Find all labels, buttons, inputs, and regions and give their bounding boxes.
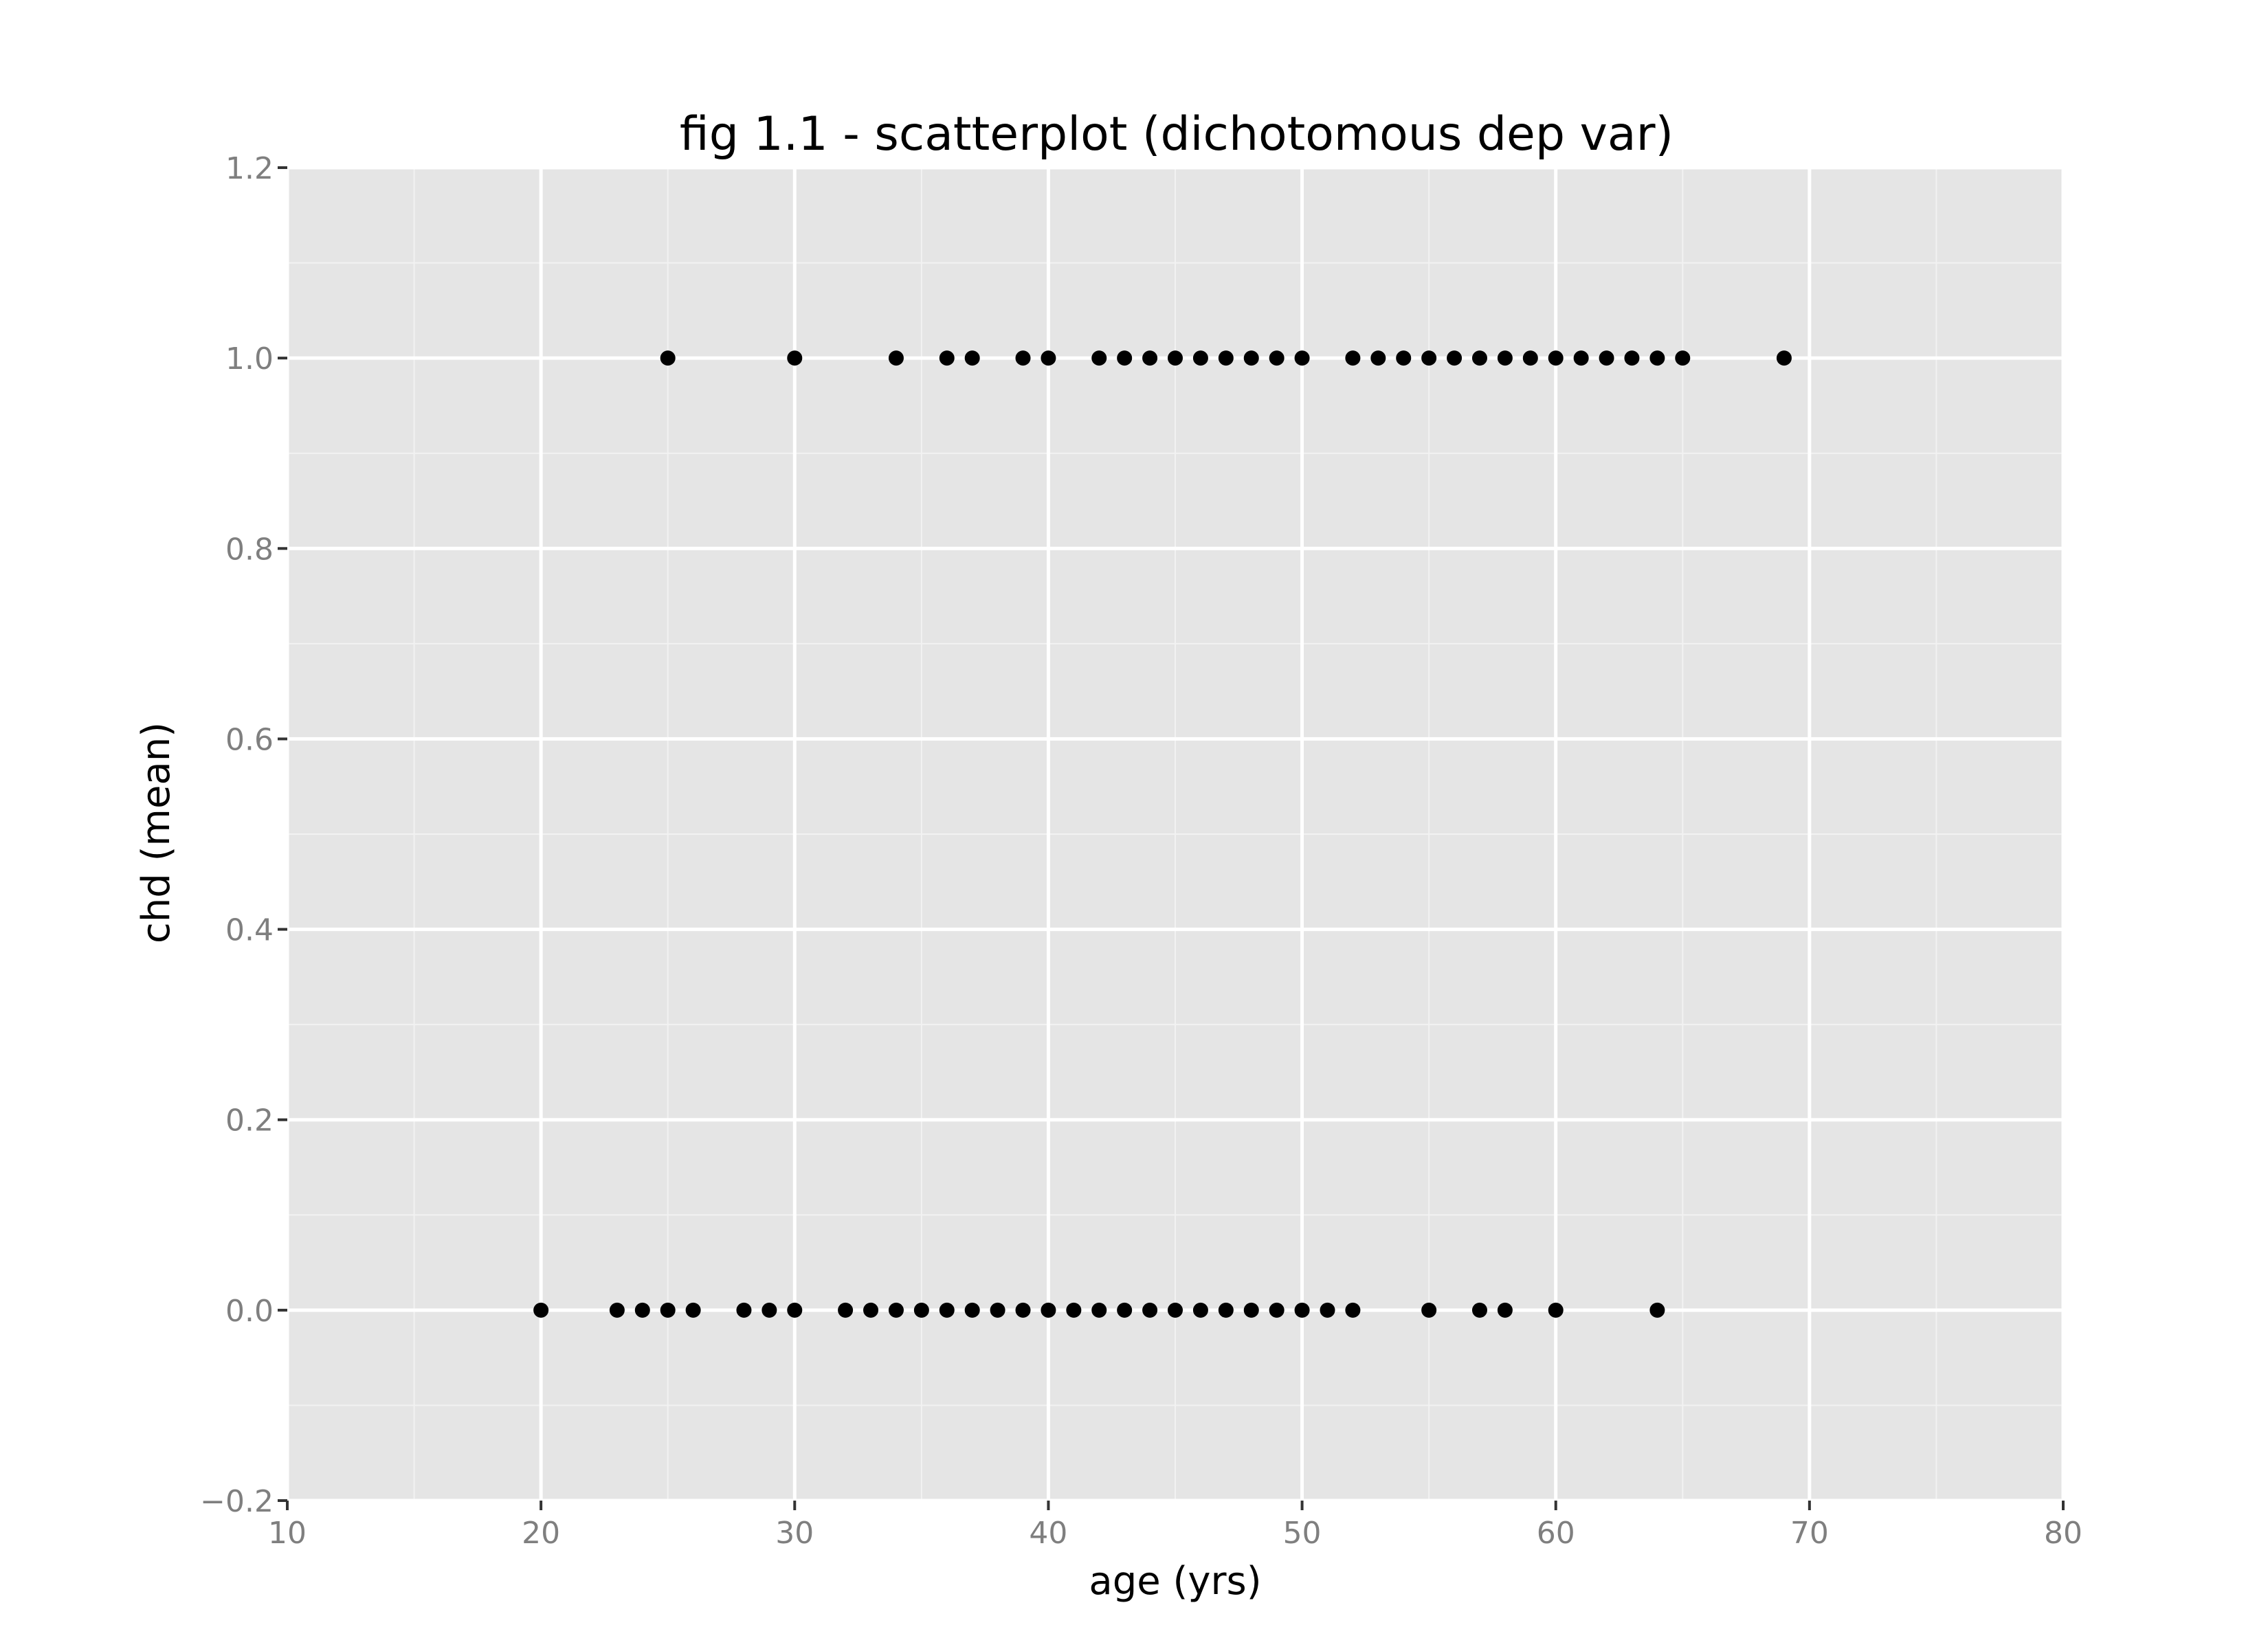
data-point: [964, 350, 980, 366]
major-gridlines: [285, 166, 2065, 1503]
data-point: [1345, 1302, 1361, 1318]
data-point: [888, 350, 904, 366]
data-point: [609, 1302, 625, 1318]
data-point: [761, 1302, 777, 1318]
data-point: [838, 1302, 854, 1318]
data-point: [964, 1302, 980, 1318]
data-point: [1066, 1302, 1082, 1318]
data-point: [1168, 350, 1183, 366]
chart-title: fig 1.1 - scatterplot (dichotomous dep v…: [680, 107, 1674, 161]
x-axis-title: age (yrs): [1089, 1559, 1261, 1604]
data-point: [1015, 350, 1031, 366]
axis-ticks: [278, 166, 2065, 1510]
y-tick-label: 0.6: [225, 722, 274, 757]
data-point: [1192, 350, 1208, 366]
data-point: [1421, 1302, 1437, 1318]
data-point: [1370, 350, 1386, 366]
data-point: [1015, 1302, 1031, 1318]
minor-gridlines: [287, 168, 2063, 1501]
y-tick-label: 0.8: [225, 532, 274, 567]
data-point: [1471, 1302, 1487, 1318]
y-tick-label: 0.4: [225, 913, 274, 948]
data-point: [787, 1302, 803, 1318]
data-point: [1573, 350, 1589, 366]
data-point: [1091, 350, 1107, 366]
data-point: [1041, 350, 1056, 366]
data-points: [533, 350, 1792, 1318]
data-point: [1294, 350, 1310, 366]
data-point: [1548, 350, 1564, 366]
data-point: [1471, 350, 1487, 366]
data-point: [1776, 350, 1792, 366]
data-point: [634, 1302, 650, 1318]
x-tick-label: 40: [1029, 1516, 1067, 1551]
data-point: [1218, 1302, 1234, 1318]
y-tick-label: −0.2: [200, 1484, 274, 1519]
data-point: [1117, 1302, 1133, 1318]
data-point: [939, 1302, 955, 1318]
x-tick-label: 10: [268, 1516, 307, 1551]
data-point: [1243, 350, 1259, 366]
data-point: [736, 1302, 752, 1318]
data-point: [1497, 350, 1513, 366]
x-axis-tick-labels: 10 20 30 40 50 60 70 80: [268, 1516, 2082, 1551]
data-point: [1649, 350, 1665, 366]
data-point: [1142, 1302, 1158, 1318]
y-axis-tick-labels: −0.2 0.0 0.2 0.4 0.6 0.8 1.0 1.2: [200, 151, 274, 1519]
data-point: [1269, 1302, 1285, 1318]
data-point: [1091, 1302, 1107, 1318]
data-point: [1522, 350, 1538, 366]
data-point: [1421, 350, 1437, 366]
data-point: [863, 1302, 879, 1318]
data-point: [1675, 350, 1691, 366]
data-point: [913, 1302, 929, 1318]
data-point: [1142, 350, 1158, 366]
x-tick-label: 50: [1283, 1516, 1322, 1551]
data-point: [1624, 350, 1640, 366]
data-point: [1192, 1302, 1208, 1318]
data-point: [939, 350, 955, 366]
data-point: [1218, 350, 1234, 366]
y-tick-label: 1.0: [225, 341, 274, 377]
data-point: [787, 350, 803, 366]
data-point: [685, 1302, 701, 1318]
data-point: [1168, 1302, 1183, 1318]
data-point: [1396, 350, 1412, 366]
y-tick-label: 1.2: [225, 151, 274, 186]
x-tick-label: 30: [775, 1516, 814, 1551]
data-point: [990, 1302, 1005, 1318]
data-point: [1345, 350, 1361, 366]
data-point: [1269, 350, 1285, 366]
data-point: [1041, 1302, 1056, 1318]
data-point: [1294, 1302, 1310, 1318]
data-point: [888, 1302, 904, 1318]
data-point: [1243, 1302, 1259, 1318]
data-point: [660, 1302, 676, 1318]
x-tick-label: 20: [522, 1516, 560, 1551]
data-point: [1599, 350, 1614, 366]
data-point: [533, 1302, 549, 1318]
x-tick-label: 60: [1537, 1516, 1575, 1551]
y-axis-title: chd (mean): [134, 722, 179, 943]
data-point: [1320, 1302, 1335, 1318]
x-tick-label: 70: [1790, 1516, 1829, 1551]
y-tick-label: 0.0: [225, 1294, 274, 1329]
data-point: [1548, 1302, 1564, 1318]
x-tick-label: 80: [2044, 1516, 2082, 1551]
data-point: [660, 350, 676, 366]
data-point: [1649, 1302, 1665, 1318]
data-point: [1497, 1302, 1513, 1318]
y-tick-label: 0.2: [225, 1103, 274, 1138]
data-point: [1447, 350, 1463, 366]
data-point: [1117, 350, 1133, 366]
